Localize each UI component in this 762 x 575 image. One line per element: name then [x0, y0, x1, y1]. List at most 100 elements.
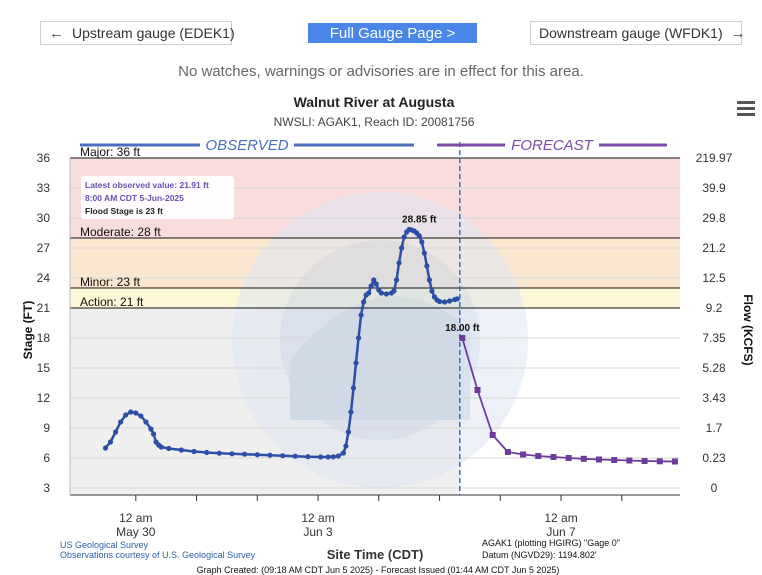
forecast-point	[671, 458, 678, 465]
observed-point	[242, 451, 248, 457]
y2-tick-label: 1.7	[706, 421, 723, 435]
flood-label-major: Major: 36 ft	[80, 145, 141, 159]
observed-point	[107, 439, 114, 445]
observed-point	[391, 288, 397, 294]
forecast-point	[580, 455, 587, 462]
observed-point	[426, 277, 433, 283]
forecast-point	[550, 454, 557, 460]
forecast-point	[641, 458, 648, 464]
hamburger-menu-icon[interactable]	[737, 101, 755, 117]
graph-created-info: Graph Created: (09:18 AM CDT Jun 5 2025)…	[197, 565, 560, 575]
y2-tick-label: 12.5	[702, 271, 726, 285]
observed-point	[280, 453, 286, 459]
y2-tick-label: 219.97	[696, 151, 733, 165]
observed-point	[112, 429, 119, 435]
observed-header-label: OBSERVED	[205, 137, 288, 154]
observed-point	[325, 454, 331, 460]
flood-label-moderate: Moderate: 28 ft	[80, 225, 161, 239]
y-tick-label: 36	[37, 151, 51, 165]
x-tick-date-label: Jun 7	[546, 525, 576, 539]
arrow-right-icon: →	[730, 24, 746, 42]
advisory-message: No watches, warnings or advisories are i…	[178, 63, 584, 80]
full-gauge-page-button[interactable]: Full Gauge Page >	[308, 23, 477, 43]
observed-point	[102, 445, 109, 451]
x-tick-label: 12 am	[301, 511, 334, 525]
observed-point	[305, 454, 311, 460]
observed-point	[317, 454, 324, 460]
observed-point	[343, 443, 349, 449]
noaa-watermark	[232, 192, 528, 488]
observed-point	[393, 277, 400, 283]
observed-point	[436, 298, 443, 305]
observed-point	[138, 413, 144, 419]
observed-point	[371, 277, 377, 283]
flood-label-minor: Minor: 23 ft	[80, 275, 141, 289]
downstream-gauge-button[interactable]: Downstream gauge (WFDK1) →	[530, 21, 746, 45]
observed-point	[429, 288, 435, 294]
hydrograph-chart: Walnut River at Augusta NWSLI: AGAK1, Re…	[21, 94, 755, 575]
observed-point	[355, 335, 362, 341]
forecast-point	[656, 458, 663, 465]
observed-point	[292, 453, 298, 459]
chart-title: Walnut River at Augusta	[294, 94, 455, 110]
observed-point	[133, 410, 139, 416]
observed-point	[396, 260, 402, 266]
observed-point	[350, 385, 357, 391]
forecast-point	[459, 335, 466, 341]
observed-point	[361, 299, 367, 305]
forecast-point	[565, 455, 572, 461]
y-tick-label: 6	[43, 451, 50, 465]
observed-point	[345, 429, 352, 435]
observed-point	[447, 298, 453, 304]
observed-point	[424, 263, 430, 269]
observed-point	[166, 445, 172, 452]
observations-credit: Observations courtesy of U.S. Geological…	[60, 550, 256, 560]
x-tick-label: 12 am	[544, 511, 577, 525]
observed-point	[254, 452, 260, 458]
infobox-latest-value: Latest observed value: 21.91 ft	[85, 180, 209, 190]
observed-point	[358, 312, 364, 318]
observed-point	[401, 234, 407, 240]
y-tick-label: 15	[37, 361, 51, 375]
observed-point	[378, 290, 384, 296]
observed-point	[178, 447, 184, 453]
upstream-gauge-button[interactable]: ← Upstream gauge (EDEK1)	[40, 21, 235, 45]
observed-point	[229, 451, 235, 457]
y-tick-label: 33	[37, 181, 51, 195]
upstream-gauge-label: Upstream gauge (EDEK1)	[72, 25, 235, 41]
downstream-gauge-label: Downstream gauge (WFDK1)	[539, 25, 723, 41]
y-tick-label: 18	[37, 331, 51, 345]
forecast-point	[535, 453, 542, 459]
y2-tick-label: 0.23	[702, 451, 726, 465]
y-tick-label: 21	[37, 301, 51, 315]
x-axis-label: Site Time (CDT)	[327, 547, 424, 562]
observed-point	[330, 454, 336, 460]
forecast-point	[611, 457, 618, 463]
observed-point	[335, 453, 341, 459]
y-tick-label: 12	[37, 391, 51, 405]
forecast-point	[626, 457, 633, 464]
x-tick-label: 12 am	[119, 511, 152, 525]
observed-point	[398, 245, 405, 251]
observed-point	[340, 450, 346, 456]
x-tick-date-label: Jun 3	[303, 525, 333, 539]
y2-tick-label: 9.2	[706, 301, 723, 315]
observed-point	[216, 450, 222, 456]
infobox-flood-stage: Flood Stage is 23 ft	[85, 206, 163, 216]
y2-tick-label: 29.8	[702, 211, 726, 225]
datum-info: Datum (NGVD29): 1194.802'	[482, 550, 597, 560]
x-tick-date-label: May 30	[116, 525, 156, 539]
y2-tick-label: 0	[711, 481, 718, 495]
forecast-point	[520, 451, 527, 458]
y2-tick-label: 7.35	[702, 331, 726, 345]
y2-tick-label: 5.28	[702, 361, 726, 375]
y2-tick-label: 3.43	[702, 391, 726, 405]
y-tick-label: 24	[37, 271, 51, 285]
observed-point	[204, 449, 210, 456]
data-label: 28.85 ft	[402, 215, 437, 226]
observed-point	[267, 452, 273, 458]
flood-label-action: Action: 21 ft	[80, 295, 144, 309]
y2-tick-label: 39.9	[702, 181, 726, 195]
y-tick-label: 30	[37, 211, 51, 225]
observed-point	[366, 290, 372, 296]
